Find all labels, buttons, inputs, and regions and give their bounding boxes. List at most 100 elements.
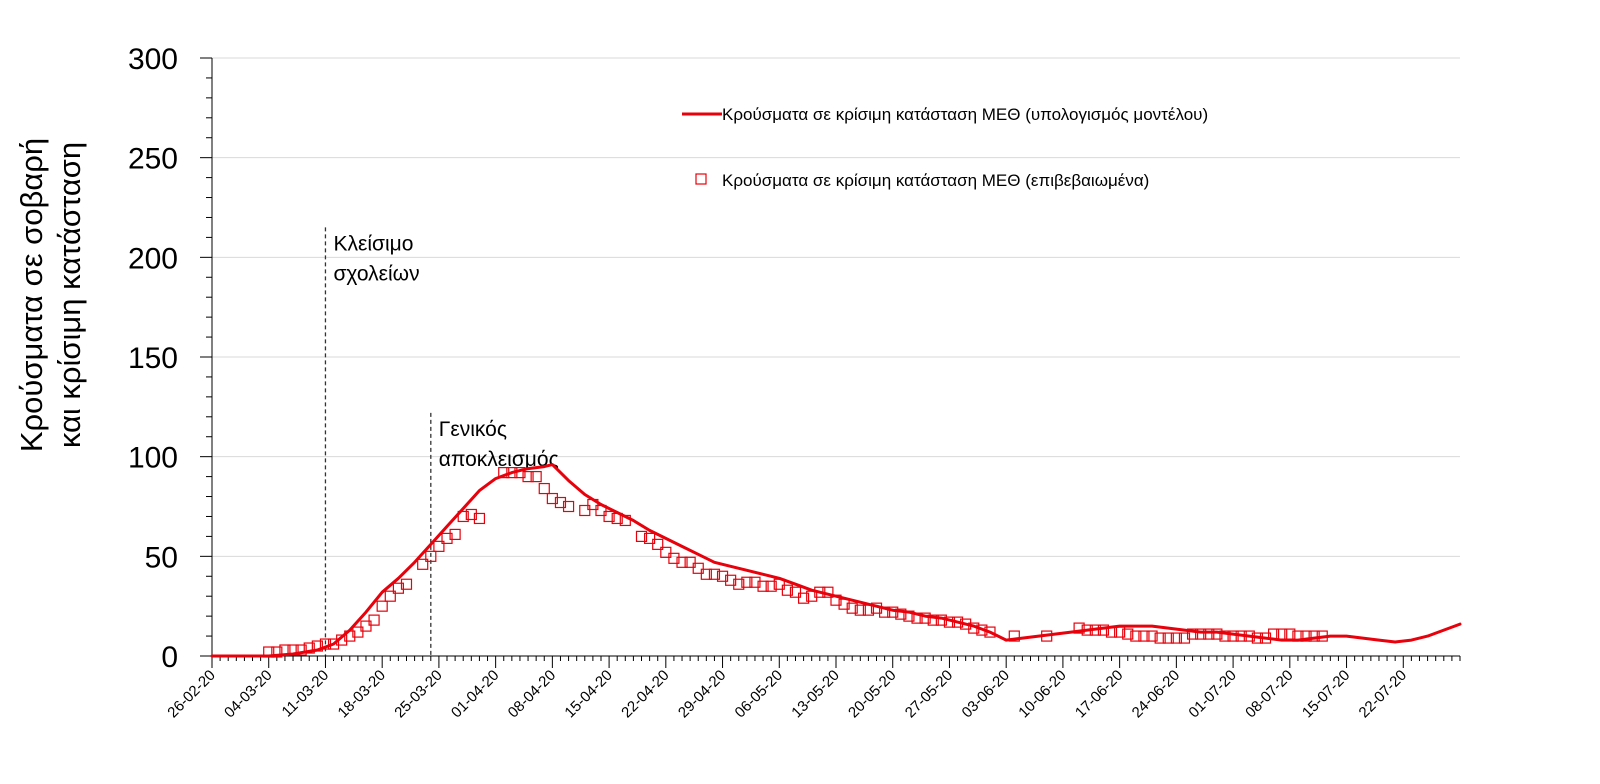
x-tick-label: 13-05-20 xyxy=(788,667,842,721)
y-tick-label: 50 xyxy=(145,541,178,574)
annotations: Κλείσιμο σχολείων Γενικός αποκλεισμός xyxy=(324,227,559,656)
confirmed-point xyxy=(425,550,437,562)
confirmed-point xyxy=(344,630,356,642)
confirmed-point xyxy=(700,568,712,580)
model-series xyxy=(210,463,1462,658)
confirmed-point xyxy=(1316,630,1328,642)
y-tick-label: 250 xyxy=(128,143,178,176)
x-tick-label: 08-07-20 xyxy=(1242,667,1296,721)
confirmed-point xyxy=(1243,630,1255,642)
legend-label-model: Κρούσματα σε κρίσιμη κατάσταση ΜΕΘ (υπολ… xyxy=(722,105,1208,124)
confirmed-point xyxy=(765,580,777,592)
y-tick-label: 200 xyxy=(128,242,178,275)
confirmed-point xyxy=(797,592,810,604)
confirmed-point xyxy=(1008,630,1020,642)
confirmed-point xyxy=(814,586,826,598)
x-tick-label: 22-07-20 xyxy=(1356,667,1410,721)
x-tick-label: 03-06-20 xyxy=(959,667,1013,721)
x-axis: 26-02-20 04-03-20 11-03-20 18-03-20 25-03-20… xyxy=(164,655,1461,721)
x-tick-label: 18-03-20 xyxy=(335,667,389,721)
x-tick-label: 15-04-20 xyxy=(561,667,615,721)
confirmed-point xyxy=(1154,632,1166,644)
confirmed-point xyxy=(360,620,372,632)
confirmed-point xyxy=(757,580,769,592)
confirmed-point xyxy=(1292,630,1304,642)
grid xyxy=(212,57,1460,557)
confirmed-point xyxy=(1195,628,1207,640)
confirmed-point xyxy=(781,584,793,596)
confirmed-point xyxy=(676,556,688,568)
confirmed-point xyxy=(1081,624,1093,636)
confirmed-point xyxy=(1235,630,1247,642)
x-tick-label: 26-02-20 xyxy=(164,667,218,721)
confirmed-point xyxy=(554,496,567,509)
confirmed-point xyxy=(887,606,899,618)
confirmed-point xyxy=(1122,628,1134,640)
confirmed-point xyxy=(1308,630,1320,642)
confirmed-point xyxy=(327,638,340,650)
y-axis-title-line2: και κρίσιμη κατάσταση xyxy=(52,142,87,448)
confirmed-point xyxy=(1178,632,1191,644)
confirmed-point xyxy=(668,552,680,564)
y-axis-title-line1: Κρούσματα σε σοβαρή xyxy=(14,138,49,452)
confirmed-point xyxy=(295,644,307,656)
confirmed-point xyxy=(506,467,518,479)
confirmed-point xyxy=(822,586,834,598)
confirmed-point xyxy=(692,562,704,574)
confirmed-point xyxy=(433,540,445,552)
confirmed-point xyxy=(441,532,453,544)
confirmed-point xyxy=(1219,630,1231,642)
confirmed-point xyxy=(789,586,802,598)
confirmed-point xyxy=(287,644,299,656)
x-tick-label: 08-04-20 xyxy=(505,667,559,721)
confirmed-point xyxy=(773,578,785,590)
confirmed-point xyxy=(587,498,599,511)
confirmed-point xyxy=(522,471,534,483)
confirmed-point xyxy=(579,504,591,517)
x-tick-label: 22-04-20 xyxy=(618,667,672,721)
confirmed-point xyxy=(806,590,818,602)
confirmed-point xyxy=(538,482,550,495)
confirmed-point xyxy=(644,532,656,544)
confirmed-point xyxy=(879,606,891,618)
confirmed-point xyxy=(311,640,323,652)
confirmed-point xyxy=(271,646,283,658)
confirmed-point xyxy=(1284,628,1296,640)
confirmed-point xyxy=(1251,632,1264,644)
confirmed-point xyxy=(960,618,972,630)
event-label: αποκλεισμός xyxy=(439,448,559,471)
confirmed-point xyxy=(725,574,737,586)
model-line xyxy=(210,463,1462,658)
x-tick-label: 01-04-20 xyxy=(448,667,502,721)
confirmed-point xyxy=(1105,626,1118,638)
confirmed-point xyxy=(303,642,315,654)
confirmed-point xyxy=(1227,630,1239,642)
x-tick-label: 01-07-20 xyxy=(1185,667,1239,721)
confirmed-point xyxy=(830,594,842,606)
confirmed-point xyxy=(838,598,850,610)
x-tick-label: 10-06-20 xyxy=(1015,667,1069,721)
confirmed-point xyxy=(1276,628,1288,640)
confirmed-point xyxy=(319,638,332,650)
confirmed-point xyxy=(911,612,923,624)
event-label: Γενικός xyxy=(439,418,507,441)
y-tick-label: 100 xyxy=(128,442,178,475)
confirmed-point xyxy=(1089,624,1101,636)
confirmed-point xyxy=(449,528,461,541)
confirmed-point xyxy=(384,590,396,602)
confirmed-point xyxy=(708,568,721,580)
confirmed-point xyxy=(976,624,988,636)
confirmed-point xyxy=(741,576,753,588)
confirmed-point xyxy=(376,600,388,612)
legend: Κρούσματα σε κρίσιμη κατάσταση ΜΕΘ (υπολ… xyxy=(682,105,1208,190)
confirmed-point xyxy=(498,467,510,479)
confirmed-point xyxy=(968,622,980,634)
legend-label-confirmed: Κρούσματα σε κρίσιμη κατάσταση ΜΕΘ (επιβ… xyxy=(722,171,1149,190)
confirmed-point xyxy=(465,508,477,521)
confirmed-point xyxy=(619,514,631,527)
confirmed-point xyxy=(1114,626,1126,638)
confirmed-point xyxy=(546,492,558,505)
confirmed-point xyxy=(1211,628,1223,640)
confirmed-point xyxy=(417,558,429,570)
